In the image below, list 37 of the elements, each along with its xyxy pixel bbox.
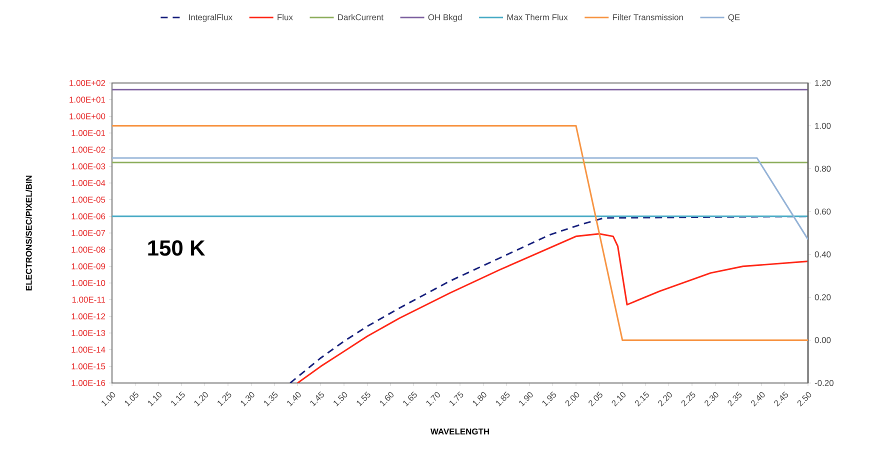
legend-label: IntegralFlux [189,14,232,22]
y-tick-label: 1.00E-14 [72,346,106,353]
y-tick-label: 1.00E+00 [70,113,106,120]
legend-label: OH Bkgd [428,14,462,22]
y-tick-label: 1.00E-01 [72,130,106,136]
y-tick-label: 1.00E-12 [72,313,106,320]
annotation: 150 K [148,240,206,256]
y-tick-label: 1.00E-02 [72,146,106,153]
y2-tick-label: 1.20 [815,80,831,86]
y2-tick-label: 0.40 [814,251,831,258]
legend-label: Max Therm Flux [507,14,568,20]
y-tick-label: 1.00E+01 [70,96,106,103]
y-tick-label: 1.00E-10 [72,280,106,286]
y2-tick-label: 0.00 [814,337,831,344]
y-tick-label: 1.00E-15 [72,363,106,370]
legend-label: Flux [278,14,293,20]
y-tick-label: 1.00E+02 [70,80,106,86]
y-tick-label: 1.00E-06 [72,213,106,220]
y-tick-label: 1.00E-13 [72,330,106,336]
y-axis-title: ELECTRONS/SEC/PIXEL/BIN [26,176,32,290]
y-tick-label: 1.00E-09 [72,263,106,270]
y-tick-label: 1.00E-03 [72,163,106,170]
y-tick-label: 1.00E-16 [72,380,106,386]
y2-tick-label: -0.20 [814,380,834,386]
y2-tick-label: 0.60 [814,208,831,215]
legend-label: Filter Transmission [612,14,683,20]
y-tick-label: 1.00E-07 [72,230,106,236]
y-tick-label: 1.00E-04 [72,180,106,186]
y-tick-label: 1.00E-11 [72,296,106,303]
y2-tick-label: 0.20 [814,294,831,300]
legend-label: QE [728,14,740,22]
y2-tick-label: 0.80 [814,166,831,172]
y-tick-label: 1.00E-08 [72,246,106,253]
y-tick-label: 1.00E-05 [72,196,106,203]
legend-label: DarkCurrent [338,14,384,20]
x-axis-title: WAVELENGTH [430,428,489,435]
y2-tick-label: 1.00 [815,122,831,129]
